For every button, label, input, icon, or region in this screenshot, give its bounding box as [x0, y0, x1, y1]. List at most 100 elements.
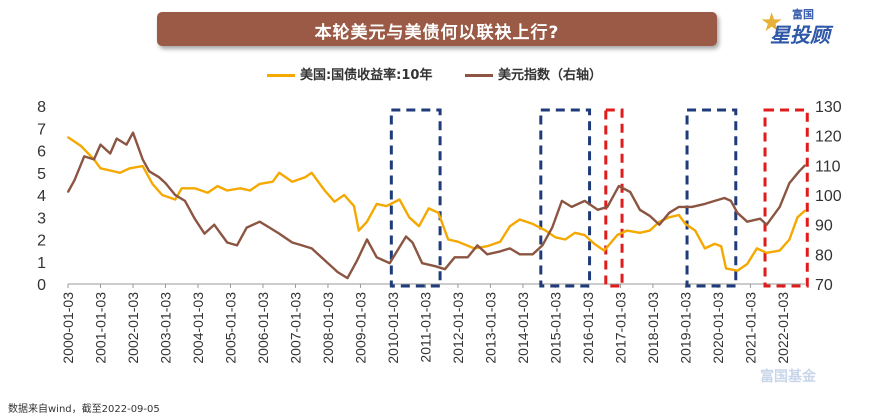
data-point-treasury-yield [408, 216, 411, 219]
data-point-treasury-yield [447, 238, 450, 241]
data-point-dollar-index [704, 203, 706, 205]
x-tick-label: 2022-01-03 [775, 292, 791, 364]
y-left-tick-label: 6 [37, 144, 46, 161]
data-point-dollar-index [518, 253, 521, 256]
data-point-treasury-yield [804, 209, 806, 212]
data-point-treasury-yield [554, 236, 557, 239]
data-point-treasury-yield [353, 205, 355, 208]
data-point-treasury-yield [788, 238, 791, 241]
data-point-dollar-index [668, 211, 671, 214]
x-tick-label: 2009-01-03 [352, 292, 368, 364]
data-point-dollar-index [109, 152, 112, 155]
data-point-treasury-yield [725, 267, 727, 270]
data-point-treasury-yield [99, 167, 102, 170]
y-right-tick-label: 100 [815, 188, 842, 205]
data-point-treasury-yield [67, 136, 69, 139]
data-point-dollar-index [486, 253, 489, 256]
data-point-dollar-index [583, 200, 586, 202]
data-point-treasury-yield [437, 211, 440, 214]
highlight-box [604, 108, 624, 288]
data-point-treasury-yield [206, 191, 209, 194]
series-line-dollar-index [66, 131, 806, 280]
data-point-dollar-index [83, 155, 86, 158]
highlight-box [389, 108, 442, 288]
data-point-treasury-yield [684, 223, 687, 225]
data-point-dollar-index [639, 208, 641, 211]
highlight-box [763, 108, 809, 288]
x-tick-label: 2021-01-03 [742, 292, 758, 364]
data-point-dollar-index [778, 205, 781, 208]
data-point-dollar-index [366, 238, 368, 241]
data-point-treasury-yield [343, 194, 346, 196]
x-tick-label: 2016-01-03 [580, 292, 596, 364]
x-tick-label: 2015-01-03 [547, 292, 563, 364]
data-point-treasury-yield [193, 187, 196, 190]
data-point-dollar-index [606, 205, 609, 208]
data-point-dollar-index [453, 256, 456, 259]
y-right-tick-label: 120 [815, 129, 842, 146]
data-point-treasury-yield [80, 145, 82, 147]
y-left-tick-label: 1 [37, 255, 46, 272]
data-point-dollar-index [476, 244, 479, 247]
y-left-tick-label: 3 [37, 210, 46, 227]
highlight-box [539, 108, 592, 288]
data-point-treasury-yield [639, 231, 641, 234]
data-point-dollar-index [499, 250, 502, 253]
data-point-dollar-index [236, 244, 238, 247]
line-chart: 0 1 2 3 4 5 6 7 8 70 80 90 100 110 120 130 2000-01-03 200… [37, 99, 842, 364]
data-point-treasury-yield [544, 229, 547, 232]
data-point-treasury-yield [333, 200, 336, 203]
x-tick-label: 2001-01-03 [92, 292, 108, 364]
data-point-dollar-index [411, 241, 414, 244]
data-point-dollar-index [541, 244, 544, 247]
data-point-dollar-index [509, 247, 511, 250]
data-point-dollar-index [759, 217, 762, 220]
data-point-treasury-yield [756, 247, 758, 250]
chart-legend: 美国:国债收益率:10年 美元指数（右轴） [0, 64, 869, 83]
legend-label-yield: 美国:国债收益率:10年 [299, 68, 433, 83]
data-point-dollar-index [213, 223, 216, 226]
data-point-dollar-index [798, 170, 801, 173]
data-point-treasury-yield [778, 249, 781, 252]
data-point-treasury-yield [278, 171, 281, 174]
data-point-treasury-yield [357, 229, 360, 232]
data-point-dollar-index [788, 182, 791, 185]
y-right-tick-label: 90 [815, 218, 833, 235]
star-icon: ★ [760, 8, 784, 38]
highlight-box [685, 108, 738, 288]
data-point-dollar-index [336, 271, 339, 274]
data-point-treasury-yield [736, 269, 739, 272]
data-point-treasury-yield [119, 171, 121, 174]
x-tick-label: 2014-01-03 [515, 292, 531, 364]
legend-item-dxy: 美元指数（右轴） [465, 64, 602, 83]
data-point-dollar-index [268, 226, 271, 229]
data-point-treasury-yield [713, 243, 716, 245]
data-point-treasury-yield [385, 205, 388, 208]
data-point-dollar-index [125, 143, 128, 146]
x-tick-label: 2000-01-03 [60, 292, 76, 364]
data-point-dollar-index [421, 262, 424, 265]
data-point-dollar-index [346, 277, 349, 279]
data-point-dollar-index [278, 232, 281, 235]
x-tick-label: 2004-01-03 [190, 292, 206, 364]
y-left-tick-label: 4 [37, 188, 46, 205]
data-point-dollar-index [723, 197, 726, 199]
legend-item-yield: 美国:国债收益率:10年 [266, 64, 433, 83]
data-point-dollar-index [245, 226, 248, 229]
data-point-dollar-index [258, 220, 261, 223]
data-point-treasury-yield [694, 229, 697, 232]
data-point-dollar-index [93, 158, 95, 161]
x-tick-label: 2007-01-03 [287, 292, 303, 364]
y-left-tick-label: 5 [37, 166, 46, 183]
data-point-treasury-yield [531, 223, 534, 225]
data-point-dollar-index [736, 211, 739, 214]
data-point-treasury-yield [658, 220, 661, 223]
data-point-treasury-yield [704, 247, 706, 250]
data-point-dollar-index [174, 194, 177, 196]
data-point-dollar-index [184, 200, 186, 202]
x-tick-label: 2018-01-03 [645, 292, 661, 364]
data-point-dollar-index [356, 259, 359, 262]
data-point-dollar-index [434, 265, 437, 268]
data-point-treasury-yield [583, 234, 586, 236]
y-left-tick-label: 0 [37, 277, 46, 294]
